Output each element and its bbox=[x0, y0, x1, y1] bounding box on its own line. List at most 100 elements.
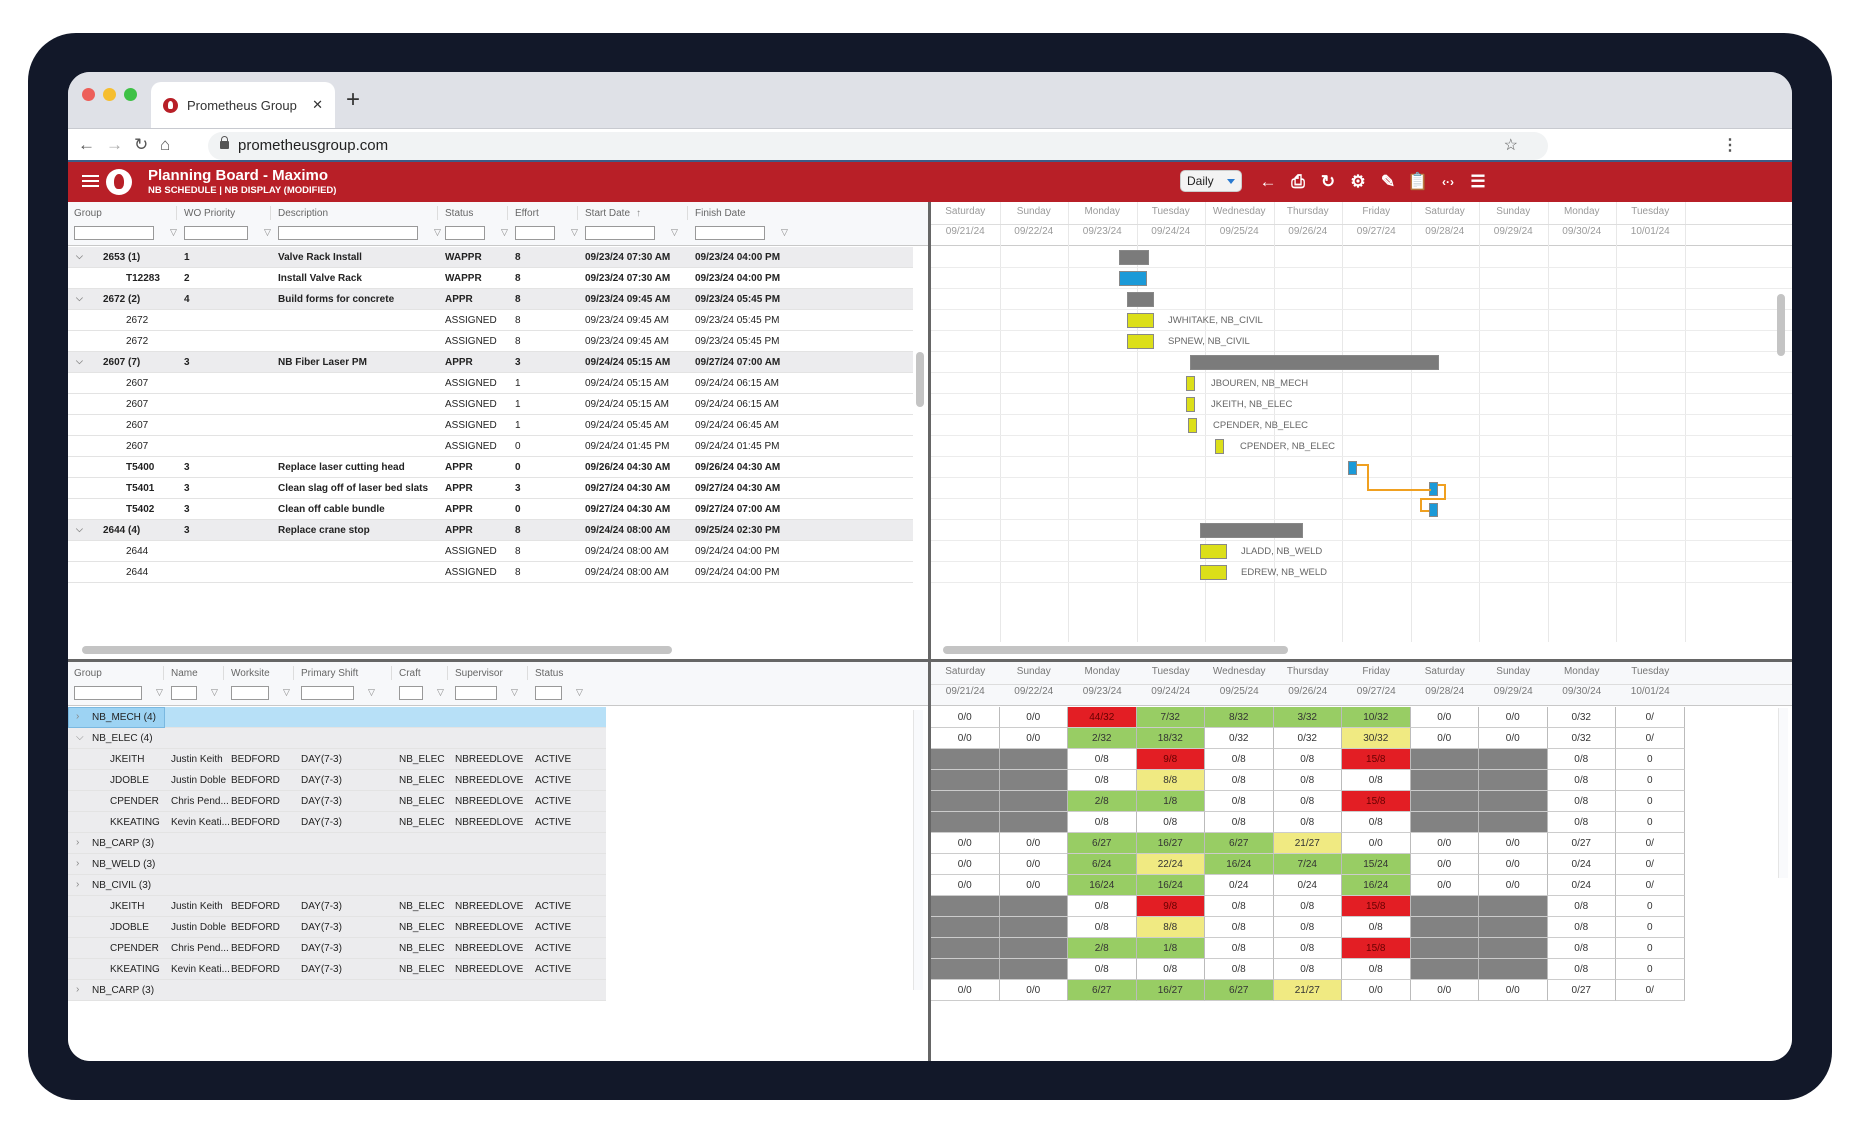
capacity-cell[interactable]: 0/ bbox=[1616, 854, 1685, 875]
filter-funnel-icon[interactable]: ▽ bbox=[576, 687, 583, 697]
column-header-status[interactable]: Status bbox=[445, 208, 474, 219]
table-row[interactable]: CPENDER Chris Pend... BEDFORD DAY(7-3) NB_EL… bbox=[68, 791, 606, 812]
capacity-cell[interactable]: 15/8 bbox=[1342, 896, 1411, 917]
capacity-cell[interactable]: 0/8 bbox=[1547, 896, 1616, 917]
table-row[interactable]: KKEATING Kevin Keati... BEDFORD DAY(7-3) NB_… bbox=[68, 959, 606, 980]
capacity-cell[interactable] bbox=[999, 749, 1068, 770]
gantt-bar[interactable] bbox=[1190, 355, 1439, 370]
filter-input[interactable] bbox=[445, 226, 485, 240]
capacity-cell[interactable] bbox=[1479, 917, 1548, 938]
vertical-scrollbar[interactable] bbox=[916, 352, 924, 407]
vertical-splitter[interactable] bbox=[928, 202, 931, 1061]
capacity-cell[interactable]: 0/32 bbox=[1547, 707, 1616, 728]
capacity-cell[interactable]: 0/0 bbox=[1410, 875, 1479, 896]
gantt-bar[interactable] bbox=[1127, 334, 1154, 349]
gantt-bar[interactable] bbox=[1186, 376, 1195, 391]
capacity-cell[interactable]: 0/27 bbox=[1547, 833, 1616, 854]
table-row[interactable]: ⌵ 2672 (2) 4 Build forms for concrete APPR 8 0… bbox=[68, 289, 913, 310]
filter-input[interactable] bbox=[399, 686, 423, 700]
gantt-bar[interactable] bbox=[1186, 397, 1195, 412]
capacity-cell[interactable] bbox=[1410, 938, 1479, 959]
capacity-cell[interactable] bbox=[1410, 959, 1479, 980]
capacity-cell[interactable]: 0/8 bbox=[1068, 917, 1137, 938]
capacity-cell[interactable] bbox=[1479, 749, 1548, 770]
capacity-cell[interactable]: 0/8 bbox=[1273, 812, 1342, 833]
capacity-cell[interactable]: 0/ bbox=[1616, 707, 1685, 728]
filter-funnel-icon[interactable]: ▽ bbox=[211, 687, 218, 697]
capacity-cell[interactable]: 0/0 bbox=[1479, 833, 1548, 854]
capacity-cell[interactable]: 15/8 bbox=[1342, 938, 1411, 959]
column-header-effort[interactable]: Effort bbox=[515, 208, 539, 219]
table-row[interactable]: › NB_CIVIL (3) bbox=[68, 875, 606, 896]
home-icon[interactable]: ⌂ bbox=[160, 135, 171, 154]
filter-funnel-icon[interactable]: ▽ bbox=[511, 687, 518, 697]
minimize-window-dot[interactable] bbox=[103, 88, 116, 101]
capacity-cell[interactable]: 0/8 bbox=[1273, 749, 1342, 770]
gantt-bar[interactable] bbox=[1200, 523, 1303, 538]
capacity-cell[interactable]: 1/8 bbox=[1136, 791, 1205, 812]
capacity-cell[interactable]: 0 bbox=[1616, 959, 1685, 980]
vertical-scrollbar[interactable] bbox=[1777, 294, 1785, 356]
expand-chevron-icon[interactable]: ⌵ bbox=[76, 524, 83, 534]
capacity-cell[interactable]: 9/8 bbox=[1136, 896, 1205, 917]
back-arrow-icon[interactable]: ← bbox=[1259, 172, 1277, 191]
capacity-cell[interactable]: 0/0 bbox=[1410, 728, 1479, 749]
capacity-cell[interactable]: 0/0 bbox=[999, 980, 1068, 1001]
filter-funnel-icon[interactable]: ▽ bbox=[368, 687, 375, 697]
expand-chevron-icon[interactable]: › bbox=[76, 858, 80, 869]
capacity-cell[interactable]: 0/32 bbox=[1205, 728, 1274, 749]
column-header-start-date[interactable]: Start Date ↑ bbox=[585, 208, 642, 219]
capacity-cell[interactable]: 8/32 bbox=[1205, 707, 1274, 728]
capacity-cell[interactable]: 0/0 bbox=[931, 875, 1000, 896]
capacity-cell[interactable] bbox=[1410, 791, 1479, 812]
code-brackets-icon[interactable]: ‹·› bbox=[1442, 175, 1454, 189]
capacity-cell[interactable] bbox=[1410, 896, 1479, 917]
close-window-dot[interactable] bbox=[82, 88, 95, 101]
capacity-cell[interactable]: 9/8 bbox=[1136, 749, 1205, 770]
table-row[interactable]: JKEITH Justin Keith BEDFORD DAY(7-3) NB_ELEC… bbox=[68, 749, 606, 770]
filter-input[interactable] bbox=[74, 686, 142, 700]
capacity-cell[interactable] bbox=[931, 812, 1000, 833]
bookmark-star-icon[interactable]: ☆ bbox=[1503, 137, 1518, 154]
filter-funnel-icon[interactable]: ▽ bbox=[571, 227, 578, 237]
capacity-cell[interactable]: 0/8 bbox=[1068, 896, 1137, 917]
capacity-cell[interactable]: 0/0 bbox=[1342, 833, 1411, 854]
url-field[interactable]: prometheusgroup.com ☆ ⋮ bbox=[208, 132, 1738, 160]
table-row[interactable]: ⌵ 2644 (4) 3 Replace crane stop APPR 8 09/24/2… bbox=[68, 520, 913, 541]
reload-icon[interactable]: ↻ bbox=[134, 135, 149, 154]
capacity-cell[interactable]: 0/0 bbox=[931, 980, 1000, 1001]
column-header-description[interactable]: Description bbox=[278, 208, 329, 219]
gantt-bar[interactable] bbox=[1200, 565, 1227, 580]
capacity-cell[interactable]: 8/8 bbox=[1136, 770, 1205, 791]
capacity-cell[interactable]: 16/24 bbox=[1136, 875, 1205, 896]
browser-menu-icon[interactable]: ⋮ bbox=[1722, 137, 1738, 154]
capacity-cell[interactable]: 0/0 bbox=[931, 833, 1000, 854]
capacity-cell[interactable]: 0/8 bbox=[1205, 812, 1274, 833]
table-row[interactable]: 2607 ASSIGNED 0 09/24/24 01:45 PM 09/24/24 0… bbox=[68, 436, 913, 457]
table-row[interactable]: › NB_CARP (3) bbox=[68, 833, 606, 854]
capacity-cell[interactable]: 0/8 bbox=[1205, 749, 1274, 770]
capacity-cell[interactable] bbox=[999, 938, 1068, 959]
capacity-cell[interactable] bbox=[931, 938, 1000, 959]
capacity-cell[interactable] bbox=[931, 917, 1000, 938]
capacity-cell[interactable]: 6/24 bbox=[1068, 854, 1137, 875]
refresh-icon[interactable]: ↻ bbox=[1320, 172, 1336, 191]
capacity-cell[interactable] bbox=[999, 959, 1068, 980]
edit-pencil-icon[interactable]: ✎ bbox=[1380, 172, 1396, 191]
capacity-cell[interactable]: 0/0 bbox=[931, 854, 1000, 875]
capacity-cell[interactable]: 15/24 bbox=[1342, 854, 1411, 875]
table-row[interactable]: T5401 3 Clean slag off of laser bed slats A… bbox=[68, 478, 913, 499]
table-row[interactable]: JKEITH Justin Keith BEDFORD DAY(7-3) NB_ELEC… bbox=[68, 896, 606, 917]
capacity-cell[interactable]: 0/8 bbox=[1342, 770, 1411, 791]
capacity-cell[interactable]: 0/0 bbox=[1410, 980, 1479, 1001]
capacity-cell[interactable]: 0/8 bbox=[1273, 938, 1342, 959]
capacity-cell[interactable]: 0/32 bbox=[1547, 728, 1616, 749]
capacity-cell[interactable]: 0 bbox=[1616, 749, 1685, 770]
column-header-wo-priority[interactable]: WO Priority bbox=[184, 208, 236, 219]
capacity-cell[interactable]: 0/0 bbox=[1479, 728, 1548, 749]
expand-chevron-icon[interactable]: › bbox=[76, 837, 80, 848]
capacity-cell[interactable]: 0/24 bbox=[1547, 875, 1616, 896]
capacity-cell[interactable] bbox=[999, 896, 1068, 917]
capacity-cell[interactable] bbox=[999, 917, 1068, 938]
capacity-cell[interactable]: 0/24 bbox=[1547, 854, 1616, 875]
